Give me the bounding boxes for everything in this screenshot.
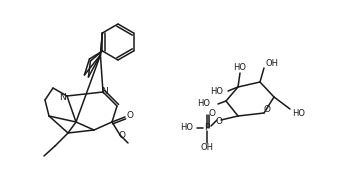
Text: N: N xyxy=(60,93,66,101)
Text: O: O xyxy=(264,104,270,113)
Text: O: O xyxy=(208,109,216,118)
Text: P: P xyxy=(204,124,210,133)
Text: HO: HO xyxy=(197,99,210,109)
Text: HO: HO xyxy=(210,87,223,96)
Text: O: O xyxy=(127,112,134,121)
Text: OH: OH xyxy=(200,144,214,153)
Text: O: O xyxy=(216,118,223,127)
Text: O: O xyxy=(118,132,126,141)
Text: HO: HO xyxy=(180,124,193,133)
Text: OH: OH xyxy=(266,59,279,67)
Text: HO: HO xyxy=(292,109,305,118)
Text: HO: HO xyxy=(234,64,246,73)
Text: N: N xyxy=(101,87,107,96)
